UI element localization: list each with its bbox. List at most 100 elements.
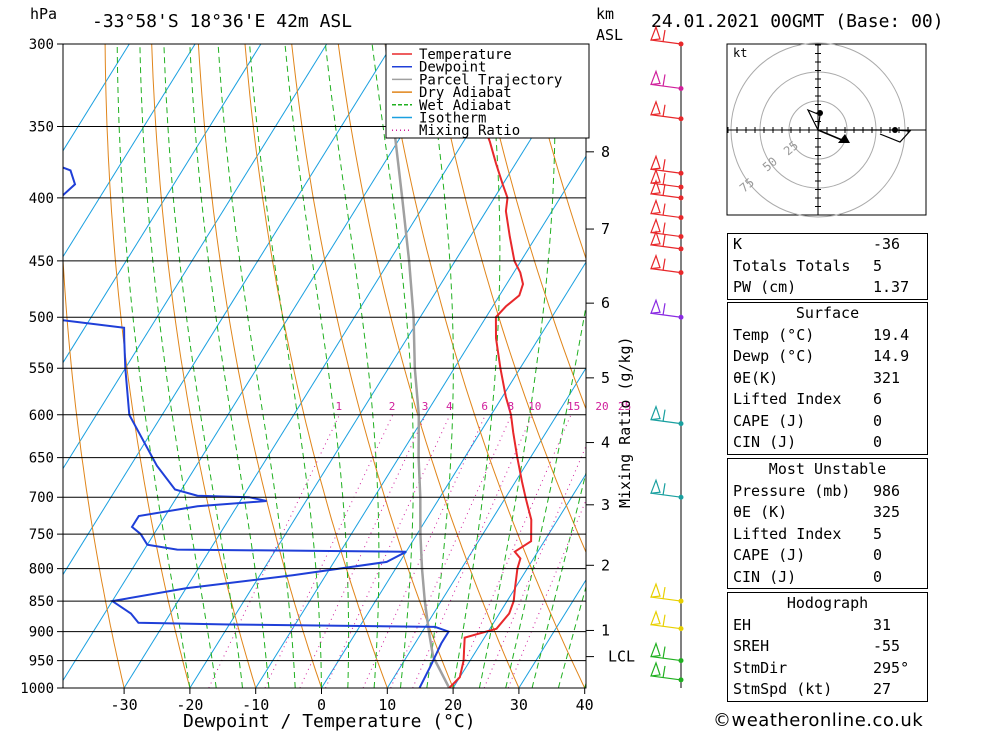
hodograph-title: Hodograph — [728, 593, 927, 615]
wind-barb-flag — [663, 666, 665, 678]
pressure-tick-label: 650 — [29, 451, 54, 467]
wind-barb-pennant — [651, 407, 660, 420]
temp-tick-label: 30 — [510, 696, 528, 714]
surface-value: 0 — [873, 411, 882, 433]
surface-label: Temp (°C) — [733, 325, 814, 347]
wind-barb-staff — [651, 597, 681, 601]
dry-adiabat-line — [991, 44, 1000, 688]
hodo-label: StmSpd (kt) — [733, 679, 832, 701]
wind-barb-pennant — [651, 201, 660, 214]
wet-adiabat-line — [218, 44, 295, 688]
pressure-tick-label: 1000 — [20, 681, 54, 697]
axes: 3003504004505005506006507007508008509009… — [20, 37, 635, 714]
wind-barb-staff — [651, 313, 681, 317]
wet-adiabat-line — [453, 44, 500, 688]
mu-label: CAPE (J) — [733, 545, 805, 567]
mu-row: CIN (J)0 — [728, 567, 927, 589]
mu-value: 0 — [873, 545, 882, 567]
wet-adiabat-line — [117, 44, 190, 688]
pressure-unit-label: hPa — [30, 5, 57, 23]
wind-barb-staff — [651, 84, 681, 88]
mixing-ratio-line — [454, 415, 571, 688]
temperature-line — [449, 44, 531, 688]
isotherm-line — [124, 44, 524, 688]
hodo-row: SREH-55 — [728, 636, 927, 658]
mixing-ratio-tick-label: 2 — [389, 400, 396, 413]
surface-value: 0 — [873, 432, 882, 454]
pressure-tick-label: 300 — [29, 37, 54, 53]
mu-label: θE (K) — [733, 502, 787, 524]
wind-barb-flag — [663, 647, 665, 659]
pressure-tick-label: 750 — [29, 527, 54, 543]
station-title: -33°58'S 18°36'E 42m ASL — [92, 11, 352, 32]
height-tick-label: 8 — [601, 143, 610, 161]
hodograph-marker — [892, 127, 898, 133]
wind-barb-staff — [651, 269, 681, 273]
mixing-ratio-tick-label: 3 — [422, 400, 429, 413]
wind-barb-flag — [663, 235, 665, 247]
wet-adiabat-line — [372, 44, 413, 688]
surface-row: θE(K)321 — [728, 368, 927, 390]
height-tick-label: 3 — [601, 496, 610, 514]
wind-barb-flag — [663, 223, 665, 235]
mixing-ratio-tick-label: 10 — [528, 400, 541, 413]
credit-link[interactable]: ©weatheronline.co.uk — [713, 710, 923, 731]
wind-barb-pennant — [651, 663, 660, 676]
wind-barb-staff — [651, 194, 681, 198]
wind-barb-pennant — [651, 480, 660, 493]
mixing-ratio-tick-label: 15 — [567, 400, 580, 413]
mu-value: 0 — [873, 567, 882, 589]
height-tick-label: 4 — [601, 434, 610, 452]
pressure-tick-label: 800 — [29, 562, 54, 578]
surface-value: 19.4 — [873, 325, 909, 347]
index-row-k: K-36 — [728, 234, 927, 256]
wind-barb-pennant — [651, 256, 660, 269]
mu-value: 5 — [873, 524, 882, 546]
surface-label: θE(K) — [733, 368, 778, 390]
hodo-value: 27 — [873, 679, 891, 701]
dry-adiabat-line — [338, 44, 519, 688]
mu-value: 986 — [873, 481, 900, 503]
isotherm-line — [322, 44, 722, 688]
wet-adiabat-line — [250, 44, 322, 688]
mixing-ratio-tick-label: 4 — [446, 400, 453, 413]
wind-barb-staff — [651, 625, 681, 629]
wet-adiabat-line — [190, 44, 269, 688]
dry-adiabat-line — [198, 44, 321, 688]
index-row-pw: PW (cm)1.37 — [728, 277, 927, 299]
wind-barb-staff — [651, 40, 681, 44]
surface-row: CIN (J)0 — [728, 432, 927, 454]
wind-barb-flag — [663, 184, 665, 196]
wind-barb-flag — [663, 410, 665, 422]
wind-barb-pennant — [651, 644, 660, 657]
wet-adiabat-line — [285, 44, 349, 688]
most-unstable-title: Most Unstable — [728, 459, 927, 481]
run-date-label: 24.01.2021 00GMT (Base: 00) — [651, 11, 944, 32]
hodo-value: 31 — [873, 615, 891, 637]
wind-barb-flag — [663, 615, 665, 627]
wind-barb-pennant — [651, 612, 660, 625]
pressure-tick-label: 350 — [29, 119, 54, 135]
hodo-label: EH — [733, 615, 751, 637]
wet-adiabat-line — [325, 44, 379, 688]
hodo-row: StmSpd (kt) 27 — [728, 679, 927, 701]
index-label: PW (cm) — [733, 277, 796, 299]
mu-label: Pressure (mb) — [733, 481, 850, 503]
temp-tick-label: 40 — [576, 696, 594, 714]
wind-barb-flag — [663, 587, 665, 599]
hodo-row: EH 31 — [728, 615, 927, 637]
wind-barb-staff — [651, 657, 681, 661]
wet-adiabat-line — [532, 44, 676, 688]
mu-row: CAPE (J) 0 — [728, 545, 927, 567]
hodo-value: -55 — [873, 636, 900, 658]
surface-label: Dewp (°C) — [733, 346, 814, 368]
wet-adiabat-line — [426, 44, 453, 688]
parcel-trajectory-line — [386, 44, 449, 688]
